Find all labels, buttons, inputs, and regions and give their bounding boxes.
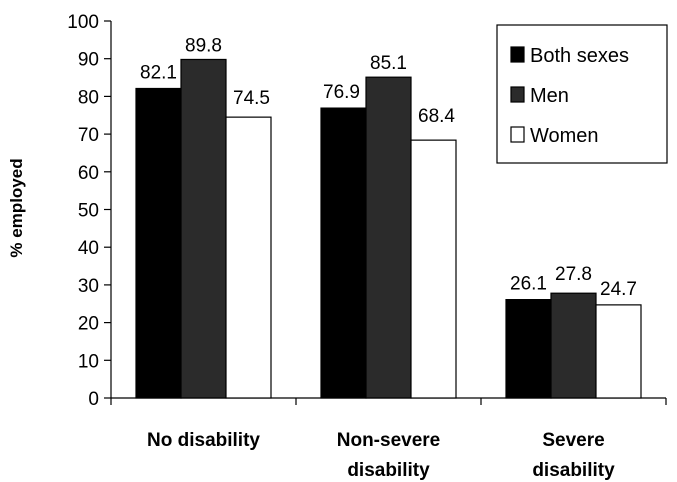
legend-box [496, 24, 668, 164]
x-category-label: Non-severe [337, 430, 441, 451]
data-labels-group: 82.1 89.8 74.5 76.9 85.1 68.4 26.1 27.8 24.7 [140, 35, 637, 299]
data-label: 89.8 [185, 35, 222, 56]
x-category-label: Severe [542, 430, 604, 451]
y-tick-label: 10 [78, 351, 99, 372]
y-tick-label: 50 [78, 201, 99, 222]
bar-women [225, 116, 272, 399]
x-category-label: disability [532, 460, 615, 481]
bar-men [365, 76, 412, 399]
x-category-label: No disability [147, 430, 260, 451]
y-tick-label: 100 [67, 12, 99, 33]
legend-label: Both sexes [530, 45, 629, 67]
data-label: 26.1 [510, 274, 547, 295]
legend-swatch-women [510, 126, 525, 143]
data-label: 68.4 [418, 106, 455, 127]
bar-men [550, 292, 597, 399]
data-label: 85.1 [370, 53, 407, 74]
legend: Both sexes Men Women [496, 24, 668, 164]
y-axis: 0 10 20 30 40 50 60 70 80 90 100 [67, 12, 112, 410]
bar-both-sexes [135, 87, 182, 399]
y-tick-label: 40 [78, 238, 99, 259]
bar-both-sexes [505, 299, 552, 399]
y-axis-title: % employed [7, 158, 26, 257]
y-tick-label: 20 [78, 314, 99, 335]
y-tick-label: 0 [88, 389, 99, 410]
y-tick-label: 80 [78, 87, 99, 108]
legend-label: Women [530, 125, 599, 147]
data-label: 27.8 [555, 264, 592, 285]
bar-both-sexes [320, 107, 367, 399]
bar-men [180, 58, 227, 399]
legend-swatch-men [510, 86, 525, 103]
y-tick-label: 70 [78, 125, 99, 146]
legend-label: Men [530, 85, 569, 107]
x-category-label: disability [347, 460, 430, 481]
y-tick-label: 30 [78, 276, 99, 297]
bar-women [595, 304, 642, 399]
category-labels-group: No disability Non-severe disability Severe d… [147, 430, 615, 481]
data-label: 74.5 [233, 88, 270, 109]
data-label: 82.1 [140, 62, 177, 83]
bar-women [410, 139, 457, 399]
bars-group [135, 58, 642, 399]
y-tick-label: 90 [78, 50, 99, 71]
data-label: 24.7 [600, 279, 637, 300]
x-axis [110, 397, 667, 405]
data-label: 76.9 [323, 82, 360, 103]
legend-swatch-both-sexes [510, 46, 525, 63]
y-tick-label: 60 [78, 163, 99, 184]
